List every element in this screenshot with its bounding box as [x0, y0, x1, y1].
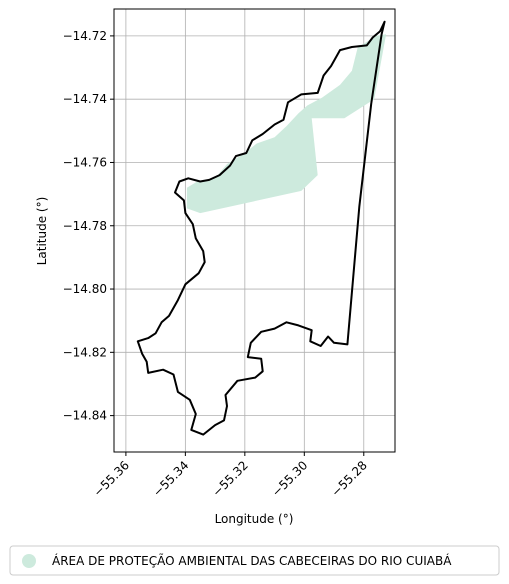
y-tick-label: −14.80 — [63, 282, 107, 296]
apa-area-polygon — [186, 34, 387, 214]
y-tick-label: −14.84 — [63, 409, 107, 423]
x-tick-label: −55.32 — [210, 458, 251, 499]
plot-frame — [113, 8, 396, 453]
legend-marker-icon — [22, 554, 36, 568]
y-tick-label: −14.76 — [63, 155, 107, 169]
y-tick-label: −14.78 — [63, 219, 107, 233]
legend-label: ÁREA DE PROTEÇÃO AMBIENTAL DAS CABECEIRA… — [52, 553, 452, 568]
legend-frame — [9, 545, 500, 576]
y-axis-ticks: −14.72 −14.74 −14.76 −14.78 −14.80 −14.82 −14.… — [63, 29, 114, 423]
y-tick-label: −14.74 — [63, 92, 107, 106]
legend: ÁREA DE PROTEÇÃO AMBIENTAL DAS CABECEIRA… — [9, 545, 500, 576]
x-tick-label: −55.34 — [150, 458, 191, 499]
x-tick-label: −55.28 — [329, 458, 370, 499]
apa-area — [186, 34, 387, 214]
boundary — [136, 20, 386, 436]
y-tick-label: −14.72 — [63, 29, 107, 43]
y-tick-label: −14.82 — [63, 345, 107, 359]
x-tick-label: −55.30 — [269, 458, 310, 499]
x-axis-ticks: −55.36 −55.34 −55.32 −55.30 −55.28 — [91, 452, 370, 500]
x-tick-label: −55.36 — [91, 458, 132, 499]
municipality-boundary — [136, 20, 386, 436]
gridlines — [114, 9, 395, 452]
x-axis-label: Longitude (°) — [215, 512, 294, 526]
y-axis-label: Latitude (°) — [35, 197, 49, 266]
